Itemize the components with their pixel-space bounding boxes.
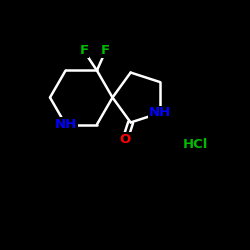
Text: F: F [79, 44, 88, 58]
Text: HCl: HCl [182, 138, 208, 151]
Text: NH: NH [149, 106, 171, 120]
Text: O: O [120, 132, 131, 145]
Text: NH: NH [54, 118, 77, 131]
Text: F: F [101, 44, 110, 58]
